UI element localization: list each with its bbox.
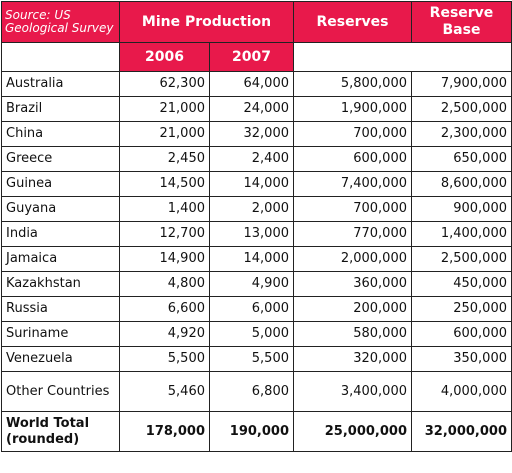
production-2006-cell: 21,000 — [119, 96, 210, 122]
country-cell: Other Countries — [1, 371, 120, 412]
bauxite-data-table: Source: US Geological Survey Mine Produc… — [1, 1, 512, 452]
source-note: Source: US Geological Survey — [1, 1, 120, 43]
reserve-base-cell: 350,000 — [411, 346, 512, 372]
production-2007-cell: 2,400 — [209, 146, 294, 172]
reserves-cell: 200,000 — [293, 296, 412, 322]
production-2006-cell: 12,700 — [119, 221, 210, 247]
reserve-base-cell: 2,500,000 — [411, 96, 512, 122]
reserves-cell: 600,000 — [293, 146, 412, 172]
production-2007-cell: 32,000 — [209, 121, 294, 147]
country-cell: Russia — [1, 296, 120, 322]
table-row: Russia 6,600 6,000 200,000 250,000 — [1, 296, 512, 322]
total-row: World Total (rounded) 178,000 190,000 25,00… — [1, 411, 512, 452]
production-2007-cell: 24,000 — [209, 96, 294, 122]
reserves-cell: 770,000 — [293, 221, 412, 247]
table-row: Guinea 14,500 14,000 7,400,000 8,600,000 — [1, 171, 512, 197]
blank-header-cell — [1, 42, 120, 72]
production-2007-cell: 6,800 — [209, 371, 294, 412]
production-2006-cell: 178,000 — [119, 411, 210, 452]
country-cell: Australia — [1, 71, 120, 97]
production-2006-cell: 62,300 — [119, 71, 210, 97]
reserve-base-cell: 1,400,000 — [411, 221, 512, 247]
reserve-base-cell: 32,000,000 — [411, 411, 512, 452]
table-row: Venezuela 5,500 5,500 320,000 350,000 — [1, 346, 512, 372]
country-cell: Suriname — [1, 321, 120, 347]
reserves-cell: 25,000,000 — [293, 411, 412, 452]
reserves-cell: 5,800,000 — [293, 71, 412, 97]
production-2006-cell: 4,920 — [119, 321, 210, 347]
table-row: Jamaica 14,900 14,000 2,000,000 2,500,000 — [1, 246, 512, 272]
table-row: Suriname 4,920 5,000 580,000 600,000 — [1, 321, 512, 347]
table-row: Australia 62,300 64,000 5,800,000 7,900,000 — [1, 71, 512, 97]
reserves-cell: 700,000 — [293, 196, 412, 222]
reserve-base-cell: 2,300,000 — [411, 121, 512, 147]
reserves-cell: 3,400,000 — [293, 371, 412, 412]
reserve-base-cell: 7,900,000 — [411, 71, 512, 97]
reserves-cell: 360,000 — [293, 271, 412, 297]
production-2006-cell: 5,460 — [119, 371, 210, 412]
reserve-base-cell: 4,000,000 — [411, 371, 512, 412]
table-row: Guyana 1,400 2,000 700,000 900,000 — [1, 196, 512, 222]
reserves-cell: 580,000 — [293, 321, 412, 347]
production-2006-cell: 6,600 — [119, 296, 210, 322]
table-row: Greece 2,450 2,400 600,000 650,000 — [1, 146, 512, 172]
blank-header-cell — [293, 42, 512, 72]
country-cell: Guyana — [1, 196, 120, 222]
country-cell: Kazakhstan — [1, 271, 120, 297]
country-cell: Greece — [1, 146, 120, 172]
production-2007-cell: 190,000 — [209, 411, 294, 452]
reserve-base-cell: 250,000 — [411, 296, 512, 322]
country-cell: Venezuela — [1, 346, 120, 372]
production-2007-cell: 64,000 — [209, 71, 294, 97]
production-2007-cell: 13,000 — [209, 221, 294, 247]
year-header-row: 2006 2007 — [1, 42, 512, 72]
reserves-header: Reserves — [293, 1, 412, 43]
reserve-base-header: Reserve Base — [411, 1, 512, 43]
year-2006-header: 2006 — [119, 42, 210, 72]
production-2006-cell: 21,000 — [119, 121, 210, 147]
reserves-cell: 700,000 — [293, 121, 412, 147]
country-cell: Jamaica — [1, 246, 120, 272]
header-row: Source: US Geological Survey Mine Produc… — [1, 1, 512, 43]
reserve-base-cell: 2,500,000 — [411, 246, 512, 272]
reserve-base-cell: 8,600,000 — [411, 171, 512, 197]
country-cell: World Total (rounded) — [1, 411, 120, 452]
country-cell: Guinea — [1, 171, 120, 197]
production-2006-cell: 5,500 — [119, 346, 210, 372]
reserves-cell: 2,000,000 — [293, 246, 412, 272]
country-cell: China — [1, 121, 120, 147]
reserve-base-cell: 900,000 — [411, 196, 512, 222]
country-cell: India — [1, 221, 120, 247]
production-2007-cell: 14,000 — [209, 171, 294, 197]
table-row: India 12,700 13,000 770,000 1,400,000 — [1, 221, 512, 247]
table-row: China 21,000 32,000 700,000 2,300,000 — [1, 121, 512, 147]
production-2007-cell: 6,000 — [209, 296, 294, 322]
production-2006-cell: 14,500 — [119, 171, 210, 197]
mine-production-header: Mine Production — [119, 1, 294, 43]
reserves-cell: 1,900,000 — [293, 96, 412, 122]
production-2007-cell: 14,000 — [209, 246, 294, 272]
reserves-cell: 7,400,000 — [293, 171, 412, 197]
table-row: Brazil 21,000 24,000 1,900,000 2,500,000 — [1, 96, 512, 122]
reserve-base-cell: 600,000 — [411, 321, 512, 347]
production-2006-cell: 14,900 — [119, 246, 210, 272]
table-row: Other Countries 5,460 6,800 3,400,000 4,000,… — [1, 371, 512, 412]
production-2007-cell: 2,000 — [209, 196, 294, 222]
table-row: Kazakhstan 4,800 4,900 360,000 450,000 — [1, 271, 512, 297]
production-2007-cell: 4,900 — [209, 271, 294, 297]
production-2006-cell: 2,450 — [119, 146, 210, 172]
reserve-base-cell: 650,000 — [411, 146, 512, 172]
reserves-cell: 320,000 — [293, 346, 412, 372]
production-2007-cell: 5,000 — [209, 321, 294, 347]
year-2007-header: 2007 — [209, 42, 294, 72]
country-cell: Brazil — [1, 96, 120, 122]
reserve-base-cell: 450,000 — [411, 271, 512, 297]
production-2006-cell: 1,400 — [119, 196, 210, 222]
production-2006-cell: 4,800 — [119, 271, 210, 297]
production-2007-cell: 5,500 — [209, 346, 294, 372]
